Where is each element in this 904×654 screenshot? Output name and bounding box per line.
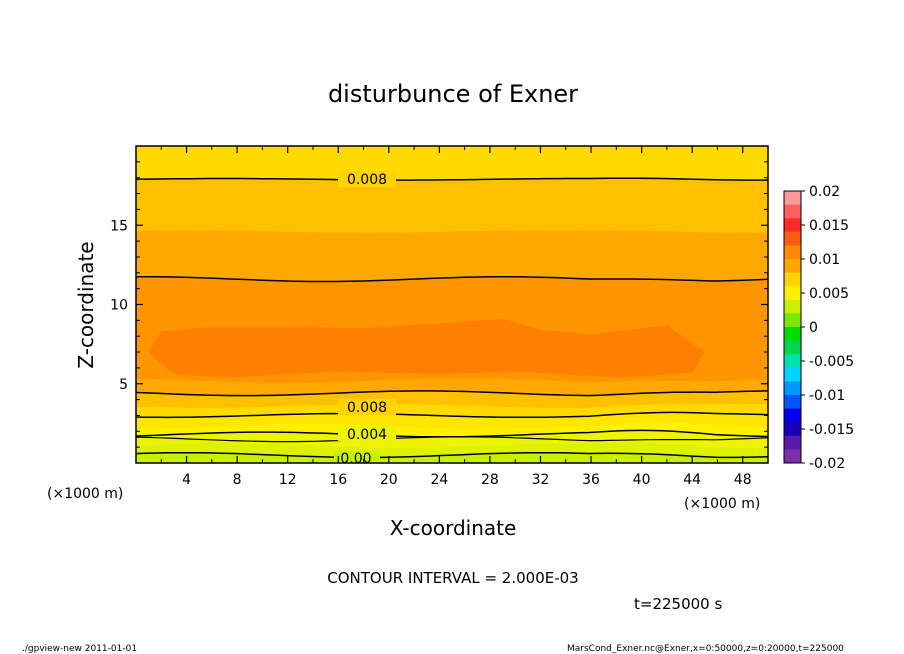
colorbar-cell xyxy=(784,395,801,410)
x-tick-label: 4 xyxy=(182,472,191,488)
colorbar-label: -0.015 xyxy=(809,422,854,438)
colorbar-cell xyxy=(784,313,801,328)
colorbar: 0.02 0.015 0.01 0.005 0 -0.005 -0.01 -0.015 -0.0… xyxy=(783,184,854,472)
x-axis-label: X-coordinate xyxy=(390,516,517,540)
colorbar-cell xyxy=(784,299,801,314)
contour-label-bg xyxy=(334,451,380,463)
contour-line xyxy=(135,436,769,443)
band-0.011-core xyxy=(148,318,705,378)
colorbar-cell xyxy=(784,408,801,423)
y-tick-label: 15 xyxy=(110,218,128,234)
colorbar-cells xyxy=(784,191,801,464)
x-tick-label: 8 xyxy=(233,472,242,488)
colorbar-cell xyxy=(784,327,801,342)
plot-area: 0.008 0.008 0.004 0.00 4 8 12 16 20 24 28 32 36 4… xyxy=(110,145,769,488)
x-unit-right: (×1000 m) xyxy=(684,496,760,512)
y-tick-label: 5 xyxy=(119,377,128,393)
x-tick-label: 28 xyxy=(481,472,499,488)
footer-left: ./gpview-new 2011-01-01 xyxy=(22,644,137,654)
colorbar-label: 0.02 xyxy=(809,184,840,200)
x-tick-label: 20 xyxy=(380,472,398,488)
x-tick-label: 24 xyxy=(430,472,448,488)
colorbar-cell xyxy=(784,231,801,246)
colorbar-label: 0.01 xyxy=(809,252,840,268)
y-axis-ticks: 5 10 15 xyxy=(110,161,768,448)
colorbar-label: -0.02 xyxy=(809,456,845,472)
contour-line xyxy=(135,451,769,459)
colorbar-label: -0.005 xyxy=(809,354,854,370)
x-tick-label: 36 xyxy=(582,472,600,488)
colorbar-cell xyxy=(784,381,801,396)
colorbar-cell xyxy=(784,340,801,355)
band-0.002 xyxy=(136,452,768,463)
colorbar-cell xyxy=(784,367,801,382)
contour-line xyxy=(135,411,769,419)
x-tick-label: 32 xyxy=(532,472,550,488)
colorbar-cell xyxy=(784,286,801,301)
contour-interval-text: CONTOUR INTERVAL = 2.000E-03 xyxy=(327,569,578,587)
colorbar-label: 0 xyxy=(809,320,818,336)
contour-label-0.00: 0.00 xyxy=(340,451,371,467)
colorbar-label: -0.01 xyxy=(809,388,845,404)
colorbar-cell xyxy=(784,272,801,287)
colorbar-cell xyxy=(784,259,801,274)
contour-label-bg xyxy=(338,171,396,187)
x-tick-label: 44 xyxy=(683,472,701,488)
contour-lines xyxy=(135,177,769,459)
contour-label-bg xyxy=(338,426,396,441)
colorbar-cell xyxy=(784,422,801,437)
x-unit-left: (×1000 m) xyxy=(47,486,123,502)
colorbar-cell xyxy=(784,245,801,260)
x-tick-label: 40 xyxy=(633,472,651,488)
contour-label-0.004: 0.004 xyxy=(347,427,387,443)
contour-label-0.008-top: 0.008 xyxy=(347,172,387,188)
colorbar-cell xyxy=(784,218,801,233)
x-tick-label: 16 xyxy=(329,472,347,488)
contour-labels: 0.008 0.008 0.004 0.00 xyxy=(334,171,396,467)
colorbar-label: 0.005 xyxy=(809,286,849,302)
time-text: t=225000 s xyxy=(634,595,722,613)
contour-line xyxy=(136,276,769,283)
x-tick-label: 12 xyxy=(279,472,297,488)
colorbar-labels: 0.02 0.015 0.01 0.005 0 -0.005 -0.01 -0.015 -0.0… xyxy=(801,184,854,472)
colorbar-cell xyxy=(784,354,801,369)
colorbar-cell xyxy=(784,449,801,464)
x-tick-label: 48 xyxy=(734,472,752,488)
contour-line xyxy=(135,390,769,397)
contour-label-0.008-bottom: 0.008 xyxy=(347,400,387,416)
colorbar-label: 0.015 xyxy=(809,218,849,234)
contour-label-bg xyxy=(338,399,396,415)
x-axis-ticks: 4 8 12 16 20 24 28 32 36 40 44 48 xyxy=(160,146,752,488)
y-axis-label: Z-coordinate xyxy=(74,241,98,368)
chart-title: disturbunce of Exner xyxy=(328,80,578,108)
colorbar-cell xyxy=(784,191,801,206)
footer-right: MarsCond_Exner.nc@Exner,x=0:50000,z=0:20… xyxy=(567,644,844,654)
colorbar-cell xyxy=(784,204,801,219)
contour-line xyxy=(135,177,768,181)
contour-bands xyxy=(136,146,768,463)
y-tick-label: 10 xyxy=(110,298,128,314)
colorbar-cell xyxy=(784,435,801,450)
